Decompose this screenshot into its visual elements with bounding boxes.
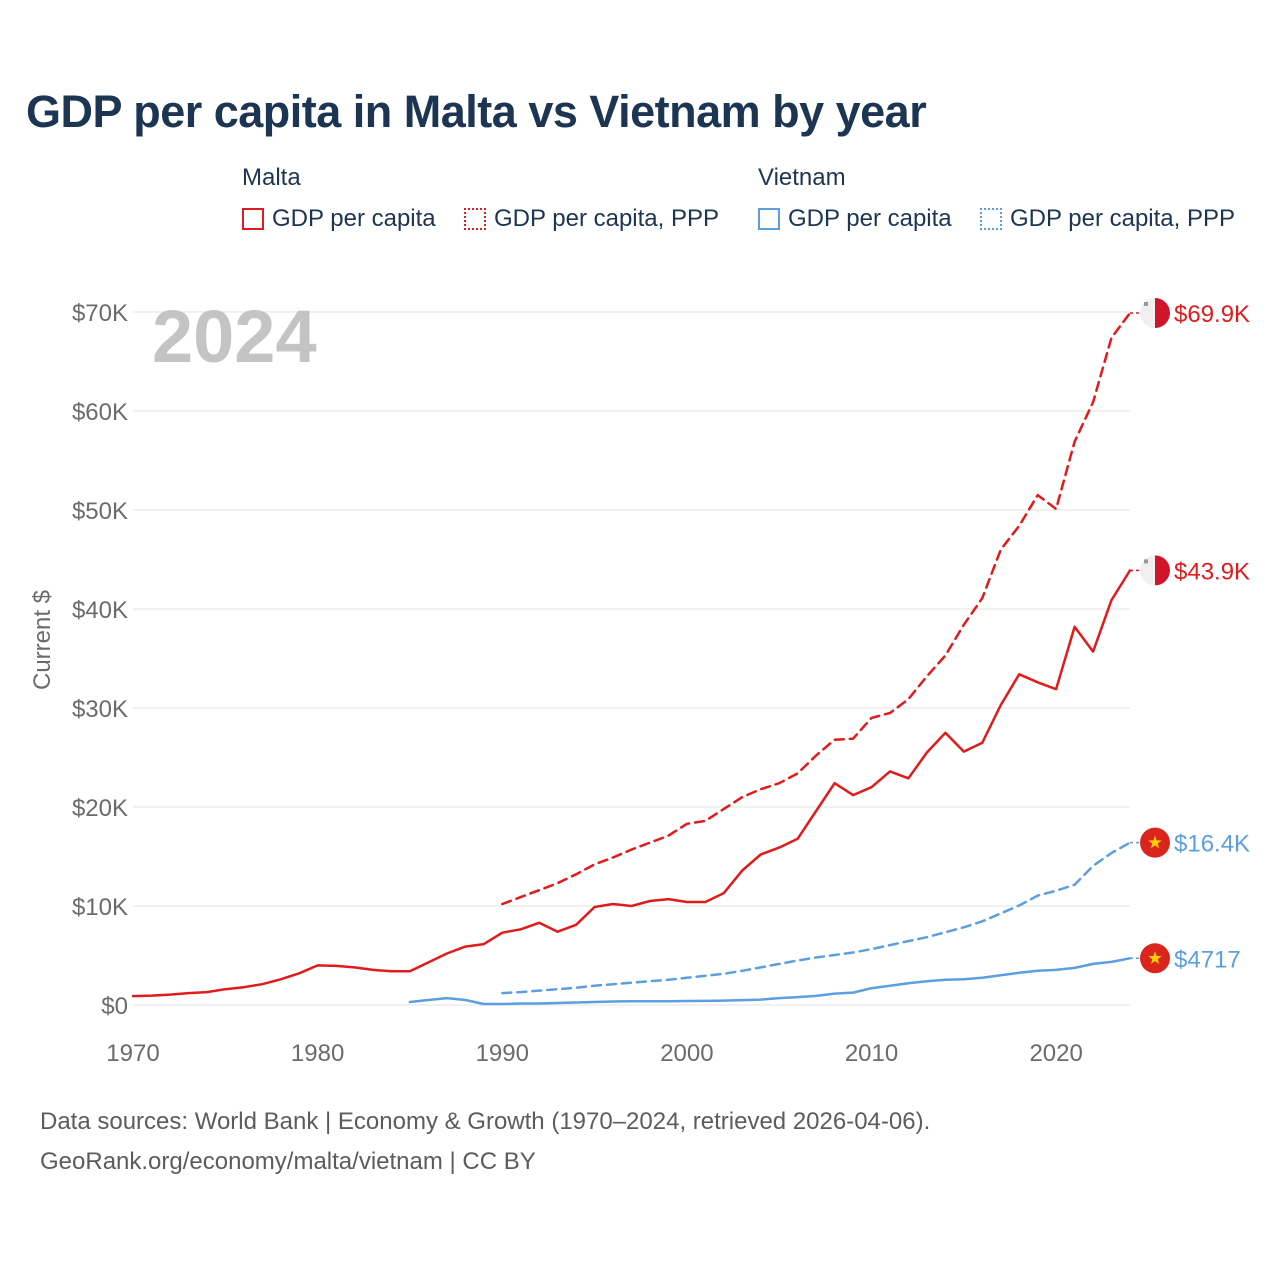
x-tick-label: 1970 (106, 1040, 159, 1067)
x-axis-ticks: 1970 1980 1990 2000 2010 2020 (106, 1040, 1083, 1067)
y-tick-label: $20K (72, 795, 128, 822)
x-tick-label: 1980 (291, 1040, 344, 1067)
end-value-label: $16.4K (1174, 831, 1250, 858)
footer-credit[interactable]: GeoRank.org/economy/malta/vietnam | CC B… (40, 1148, 536, 1175)
y-tick-label: $70K (72, 300, 128, 327)
vietnam-flag-icon (1140, 943, 1170, 974)
vietnam-flag-icon (1140, 827, 1170, 858)
series-lines (131, 311, 1132, 1006)
gridlines (133, 311, 1130, 1006)
legend-item-vietnam-gdp[interactable]: GDP per capita (758, 205, 952, 233)
series-line-3 (501, 841, 1132, 995)
end-value-label: $43.9K (1174, 558, 1250, 585)
legend-label: GDP per capita (788, 205, 952, 232)
legend-item-malta-gdp[interactable]: GDP per capita (242, 205, 436, 233)
end-value-label: $4717 (1174, 946, 1241, 973)
legend-group-malta: Malta (242, 164, 301, 191)
series-line-2 (408, 957, 1132, 1006)
x-tick-label: 1990 (476, 1040, 529, 1067)
series-line-1 (501, 311, 1132, 906)
legend-group-vietnam: Vietnam (758, 164, 846, 191)
year-watermark: 2024 (152, 295, 317, 378)
footer-sources: Data sources: World Bank | Economy & Gro… (40, 1108, 931, 1135)
malta-flag-icon (1140, 297, 1170, 328)
legend-label: GDP per capita, PPP (494, 205, 719, 232)
legend-swatch-dotted (464, 208, 486, 230)
legend-swatch-solid (758, 208, 780, 230)
chart-title: GDP per capita in Malta vs Vietnam by ye… (26, 86, 927, 137)
x-tick-label: 2020 (1029, 1040, 1082, 1067)
y-tick-label: $0 (101, 993, 128, 1020)
end-markers: $43.9K $69.9K $4717 $16.4K (1130, 297, 1250, 974)
y-axis-ticks: $0 $10K $20K $30K $40K $50K $60K $70K (72, 300, 128, 1020)
legend-label: GDP per capita, PPP (1010, 205, 1235, 232)
x-tick-label: 2010 (845, 1040, 898, 1067)
legend-swatch-dotted (980, 208, 1002, 230)
legend-item-vietnam-ppp[interactable]: GDP per capita, PPP (980, 205, 1235, 233)
legend-item-malta-ppp[interactable]: GDP per capita, PPP (464, 205, 719, 233)
legend-label: GDP per capita (272, 205, 436, 232)
end-value-label: $69.9K (1174, 301, 1250, 328)
series-line-0 (131, 569, 1132, 998)
y-tick-label: $10K (72, 894, 128, 921)
x-tick-label: 2000 (660, 1040, 713, 1067)
y-axis-label: Current $ (29, 590, 56, 690)
y-tick-label: $30K (72, 696, 128, 723)
y-tick-label: $50K (72, 498, 128, 525)
y-tick-label: $40K (72, 597, 128, 624)
legend-swatch-solid (242, 208, 264, 230)
malta-flag-icon (1140, 555, 1170, 586)
y-tick-label: $60K (72, 399, 128, 426)
